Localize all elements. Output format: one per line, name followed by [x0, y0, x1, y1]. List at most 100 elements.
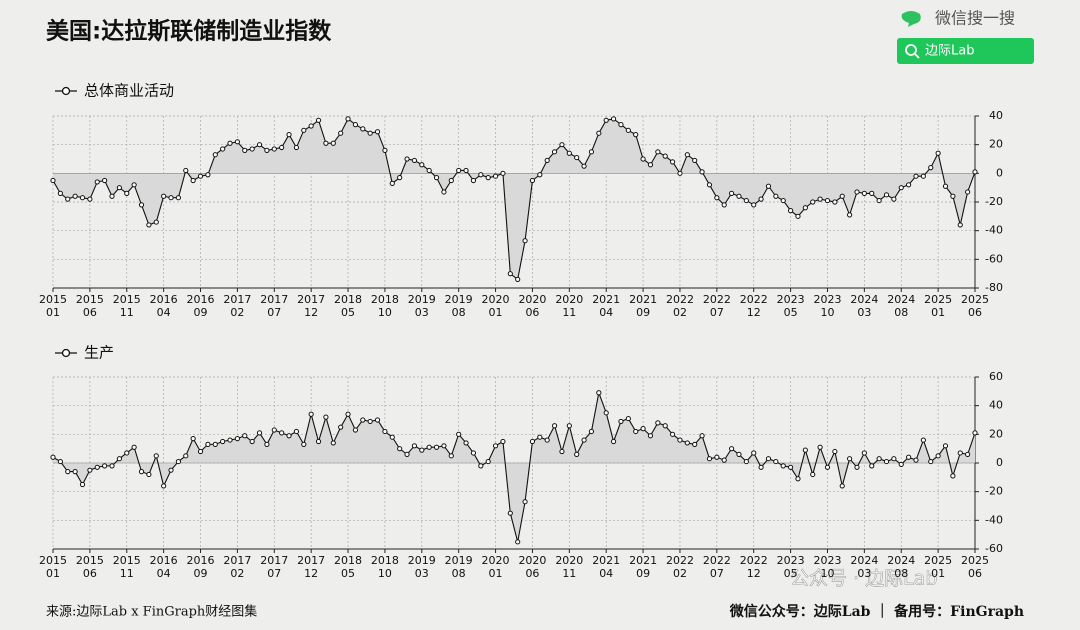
point — [507, 271, 513, 277]
point — [596, 130, 602, 136]
point — [315, 117, 322, 123]
y-tick-label: -60 — [985, 542, 1003, 555]
x-tick-label-line: 01 — [46, 306, 60, 319]
point — [566, 150, 572, 156]
x-tick-label-line: 2022 — [703, 293, 731, 306]
point — [810, 199, 816, 205]
point — [957, 222, 963, 228]
legend-label: 生产 — [84, 344, 114, 362]
area — [53, 392, 975, 542]
point — [788, 208, 794, 214]
point — [861, 190, 867, 196]
point — [891, 196, 897, 202]
point — [79, 481, 86, 488]
point — [669, 159, 676, 165]
x-tick-label-line: 2017 — [297, 293, 325, 306]
x-tick-label-line: 08 — [894, 306, 908, 319]
x-tick-label: 2023 05 — [777, 293, 805, 319]
point — [920, 173, 926, 179]
x-tick-label: 2022 07 — [703, 293, 731, 319]
point — [242, 433, 248, 439]
point — [72, 469, 78, 475]
point — [175, 458, 181, 465]
point — [662, 423, 668, 429]
x-tick-label-line: 2016 — [150, 554, 178, 567]
point — [234, 139, 240, 145]
point — [87, 196, 93, 202]
x-tick-label-line: 07 — [267, 567, 281, 580]
x-tick-label: 2022 12 — [740, 554, 768, 580]
x-tick-label-line: 06 — [968, 567, 982, 580]
point — [338, 130, 344, 136]
point — [397, 446, 403, 452]
point — [714, 195, 720, 201]
x-tick-label: 2020 11 — [555, 293, 583, 319]
search-button[interactable]: 边际Lab — [897, 38, 1034, 64]
point — [79, 195, 86, 201]
point — [854, 464, 860, 470]
x-tick-label: 2018 05 — [334, 554, 362, 580]
point — [559, 142, 565, 148]
x-tick-label-line: 2019 — [408, 554, 436, 567]
x-tick-label-line: 06 — [83, 306, 97, 319]
point — [249, 146, 255, 152]
point — [515, 539, 521, 545]
point — [869, 463, 875, 469]
point — [352, 122, 359, 128]
point — [205, 172, 211, 178]
point — [802, 447, 808, 453]
point — [227, 140, 233, 146]
x-tick-label: 2024 03 — [850, 293, 878, 319]
point — [743, 458, 749, 465]
x-tick-label-line: 05 — [341, 567, 355, 580]
point — [625, 415, 631, 422]
x-tick-label-line: 2021 — [592, 293, 620, 306]
point — [301, 441, 307, 447]
point — [647, 433, 654, 439]
point — [647, 162, 654, 168]
x-tick-label-line: 09 — [194, 567, 208, 580]
search-text[interactable]: 边际Lab — [925, 44, 974, 59]
point — [470, 450, 477, 456]
point — [419, 162, 425, 168]
point — [456, 431, 462, 437]
point — [146, 222, 152, 228]
point — [574, 154, 580, 161]
search-box[interactable] — [897, 38, 1034, 64]
x-tick-label-line: 2015 — [76, 554, 104, 567]
point — [662, 153, 668, 159]
x-tick-label-line: 12 — [304, 306, 318, 319]
point — [795, 476, 801, 482]
x-tick-label-line: 2025 — [924, 554, 952, 567]
x-tick-label-line: 08 — [452, 306, 466, 319]
point — [367, 418, 373, 425]
x-tick-label-line: 02 — [230, 567, 244, 580]
brand-text: 微信搜一搜 — [935, 9, 1015, 28]
search-brand: 微信搜一搜 — [901, 9, 1015, 28]
y-tick-label: -20 — [985, 485, 1003, 498]
point — [102, 463, 108, 469]
x-tick-label: 2016 04 — [150, 554, 178, 580]
point — [138, 202, 145, 208]
x-tick-label-line: 2025 — [924, 293, 952, 306]
point — [950, 193, 956, 199]
point — [935, 453, 941, 459]
point — [116, 185, 122, 191]
point — [928, 458, 934, 465]
point — [374, 129, 381, 135]
x-tick-label-line: 12 — [304, 567, 318, 580]
legend-marker — [61, 86, 71, 96]
x-tick-label-line: 2022 — [703, 554, 731, 567]
x-tick-label: 2019 03 — [408, 554, 436, 580]
point — [286, 433, 292, 439]
point — [544, 437, 550, 443]
point — [419, 447, 425, 453]
point — [751, 450, 757, 456]
point — [279, 144, 285, 151]
x-tick-label: 2015 01 — [39, 293, 67, 319]
point — [485, 175, 491, 181]
x-tick-label-line: 08 — [452, 567, 466, 580]
x-tick-label-line: 2020 — [518, 554, 546, 567]
point — [972, 169, 978, 175]
